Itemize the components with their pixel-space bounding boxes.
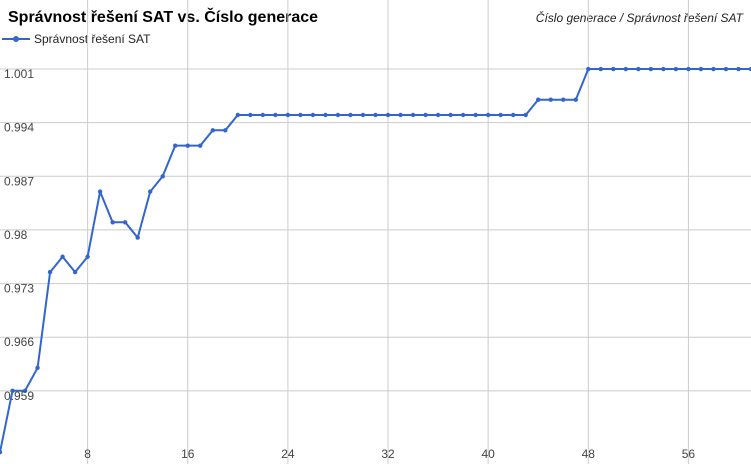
data-point[interactable] <box>122 220 128 225</box>
data-point[interactable] <box>47 269 53 275</box>
data-point[interactable] <box>636 66 641 72</box>
data-point[interactable] <box>260 112 266 118</box>
data-point[interactable] <box>623 66 629 72</box>
data-point[interactable] <box>135 235 140 240</box>
data-point[interactable] <box>385 112 391 118</box>
data-point[interactable] <box>148 189 153 194</box>
data-point[interactable] <box>235 112 241 118</box>
data-point[interactable] <box>248 112 253 118</box>
x-tick-label: 40 <box>481 447 495 461</box>
data-point[interactable] <box>210 128 215 133</box>
data-point[interactable] <box>22 388 28 394</box>
data-point[interactable] <box>72 269 78 275</box>
data-point[interactable] <box>573 97 578 102</box>
data-point[interactable] <box>611 66 616 72</box>
data-point[interactable] <box>185 143 190 148</box>
data-point[interactable] <box>723 66 729 72</box>
data-point[interactable] <box>223 128 228 133</box>
x-tick-label: 56 <box>682 447 696 461</box>
x-tick-label: 16 <box>181 447 195 461</box>
data-point[interactable] <box>360 112 366 118</box>
data-point[interactable] <box>110 220 115 225</box>
y-tick-label: 0.966 <box>4 335 34 349</box>
data-point[interactable] <box>85 254 90 259</box>
tick-labels: 0.959 0.966 0.973 0.98 0.987 0.994 1.001 8 16 24 3… <box>4 67 695 461</box>
data-point[interactable] <box>298 112 303 118</box>
data-point[interactable] <box>561 97 566 102</box>
x-tick-label: 24 <box>281 447 295 461</box>
data-point[interactable] <box>35 365 40 371</box>
data-point[interactable] <box>510 112 516 118</box>
data-point[interactable] <box>423 112 428 118</box>
y-tick-label: 1.001 <box>4 67 34 81</box>
data-point[interactable] <box>711 66 716 72</box>
x-tick-label: 8 <box>84 447 91 461</box>
data-point[interactable] <box>398 112 403 118</box>
y-tick-label: 0.973 <box>4 282 34 296</box>
data-point[interactable] <box>548 97 553 102</box>
data-point[interactable] <box>410 112 416 118</box>
data-point[interactable] <box>485 112 491 118</box>
data-point[interactable] <box>0 449 3 455</box>
chart-title: Správnost řešení SAT vs. Číslo generace <box>8 9 319 26</box>
x-tick-label: 48 <box>582 447 596 461</box>
data-point[interactable] <box>523 112 528 118</box>
data-point[interactable] <box>598 66 603 72</box>
data-point[interactable] <box>536 97 541 102</box>
legend[interactable]: Správnost řešení SAT <box>2 32 151 46</box>
y-tick-label: 0.959 <box>4 389 34 403</box>
data-point[interactable] <box>586 66 591 72</box>
y-tick-label: 0.987 <box>4 174 34 188</box>
data-point[interactable] <box>198 143 203 148</box>
data-point[interactable] <box>648 66 654 72</box>
data-point[interactable] <box>435 112 441 118</box>
data-point[interactable] <box>661 66 666 72</box>
data-point[interactable] <box>97 189 103 194</box>
data-point[interactable] <box>673 66 679 72</box>
data-point[interactable] <box>348 112 353 118</box>
data-point[interactable] <box>273 112 278 118</box>
data-point[interactable] <box>60 254 65 259</box>
data-point[interactable] <box>698 66 704 72</box>
data-point[interactable] <box>160 174 165 179</box>
data-point[interactable] <box>323 112 328 118</box>
data-point[interactable] <box>460 112 466 118</box>
data-point[interactable] <box>10 388 15 394</box>
legend-swatch-icon <box>2 36 30 42</box>
data-point[interactable] <box>748 66 751 72</box>
data-point[interactable] <box>310 112 316 118</box>
data-point[interactable] <box>498 112 503 118</box>
data-point[interactable] <box>448 112 453 118</box>
data-point[interactable] <box>285 112 291 118</box>
data-point[interactable] <box>335 112 341 118</box>
chart-subtitle: Číslo generace / Správnost řešení SAT <box>535 11 743 25</box>
y-tick-label: 0.98 <box>4 228 28 242</box>
data-point[interactable] <box>173 143 178 148</box>
series-line[interactable] <box>0 68 751 453</box>
data-point[interactable] <box>473 112 478 118</box>
x-tick-label: 32 <box>381 447 395 461</box>
data-point[interactable] <box>373 112 378 118</box>
legend-label: Správnost řešení SAT <box>34 32 151 46</box>
data-point[interactable] <box>686 66 691 72</box>
data-point[interactable] <box>736 66 741 72</box>
y-tick-label: 0.994 <box>4 121 34 135</box>
series-layer <box>0 66 751 455</box>
